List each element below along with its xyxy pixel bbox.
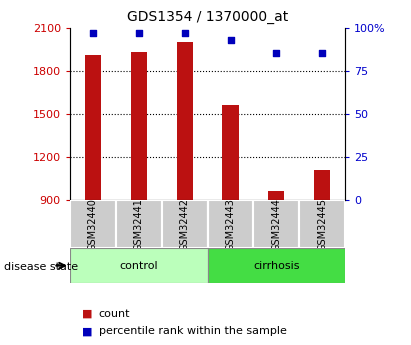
Bar	[254, 200, 299, 248]
Bar	[208, 248, 345, 283]
Point	[90, 30, 96, 36]
Text: GSM32444: GSM32444	[271, 198, 282, 251]
Bar	[268, 191, 284, 200]
Text: GSM32440: GSM32440	[88, 198, 98, 251]
Point	[227, 37, 234, 42]
Text: percentile rank within the sample: percentile rank within the sample	[99, 326, 286, 336]
Point	[136, 30, 142, 36]
Point	[273, 51, 279, 56]
Bar	[208, 200, 254, 248]
Bar	[177, 42, 193, 200]
Point	[181, 30, 188, 36]
Text: GSM32445: GSM32445	[317, 198, 327, 251]
Bar	[70, 200, 116, 248]
Text: GSM32443: GSM32443	[226, 198, 236, 251]
Text: count: count	[99, 309, 130, 319]
Text: cirrhosis: cirrhosis	[253, 261, 300, 270]
Text: disease state: disease state	[4, 263, 78, 272]
Text: ■: ■	[82, 309, 93, 319]
Bar	[116, 200, 162, 248]
Bar	[222, 105, 238, 200]
Text: control: control	[120, 261, 158, 270]
Bar	[314, 170, 330, 200]
Bar	[162, 200, 208, 248]
Title: GDS1354 / 1370000_at: GDS1354 / 1370000_at	[127, 10, 288, 24]
Point	[319, 51, 326, 56]
Bar	[299, 200, 345, 248]
Text: GSM32442: GSM32442	[180, 198, 189, 251]
Bar	[70, 248, 208, 283]
Bar	[131, 52, 147, 200]
Text: GSM32441: GSM32441	[134, 198, 144, 251]
Text: ■: ■	[82, 326, 93, 336]
Bar	[85, 55, 101, 200]
